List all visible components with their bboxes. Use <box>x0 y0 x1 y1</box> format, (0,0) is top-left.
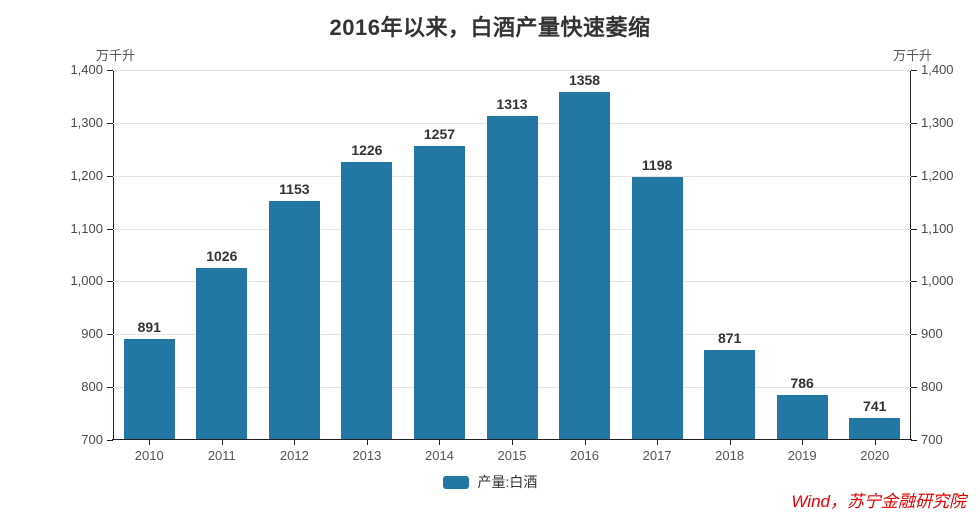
x-axis-tick <box>149 440 151 445</box>
right-axis-unit-label: 万千升 <box>893 48 933 63</box>
x-axis-tick <box>221 440 223 445</box>
x-axis-category-label: 2017 <box>642 448 672 463</box>
x-axis-line <box>112 439 912 440</box>
left-axis-tick-label: 1,200 <box>70 167 103 183</box>
bar-value-label: 891 <box>137 319 161 336</box>
x-axis-category-label: 2015 <box>497 448 527 463</box>
right-axis-tick <box>911 70 917 71</box>
x-axis-category-label: 2011 <box>207 448 236 463</box>
left-axis-tick-label: 1,100 <box>70 220 103 236</box>
source-attribution: Wind，苏宁金融研究院 <box>791 492 966 511</box>
bar-value-label: 1226 <box>351 141 383 158</box>
left-axis-tick-label: 1,300 <box>70 114 103 130</box>
x-axis-tick <box>366 440 368 445</box>
right-axis-tick <box>911 175 917 177</box>
left-axis-tick <box>107 440 113 441</box>
x-axis-category-label: 2020 <box>860 448 890 463</box>
right-axis-tick <box>911 281 917 283</box>
bar <box>849 418 901 439</box>
left-axis-tick <box>107 175 113 177</box>
bar <box>268 200 320 439</box>
left-axis-tick-label: 900 <box>81 326 103 342</box>
x-axis-category-label: 2010 <box>134 448 164 463</box>
right-axis-line <box>910 70 911 440</box>
left-axis-tick <box>107 228 113 230</box>
bar <box>196 267 248 439</box>
right-axis-tick <box>911 387 917 389</box>
right-axis-tick-label: 700 <box>921 432 943 447</box>
left-axis-tick-label: 800 <box>81 379 103 395</box>
right-axis-tick-label: 1,000 <box>921 273 954 289</box>
bar <box>123 339 175 439</box>
gridline <box>113 70 911 71</box>
x-axis-category-label: 2012 <box>279 448 309 463</box>
left-axis-tick <box>107 387 113 389</box>
bar <box>341 161 393 439</box>
bar <box>486 116 538 439</box>
x-axis-category-label: 2016 <box>570 448 599 463</box>
x-axis-tick <box>294 440 296 445</box>
x-axis-tick <box>729 440 731 445</box>
right-axis-tick-label: 1,400 <box>921 62 954 77</box>
bar-value-label: 1313 <box>496 95 528 112</box>
left-axis-line <box>113 70 114 440</box>
left-axis-tick <box>107 70 113 71</box>
bar <box>631 176 683 439</box>
right-axis-tick-label: 800 <box>921 379 943 395</box>
bar-value-label: 1358 <box>568 72 601 89</box>
bar-value-label: 1257 <box>423 125 456 142</box>
right-axis-tick-label: 1,300 <box>921 114 954 130</box>
bar-value-label: 741 <box>863 398 887 415</box>
x-axis-tick <box>512 440 513 445</box>
chart-title: 2016年以来，白酒产量快速萎缩 <box>329 15 651 40</box>
right-axis-tick-label: 900 <box>921 326 943 342</box>
legend: 产量:白酒 <box>0 472 980 492</box>
x-axis-category-label: 2018 <box>715 448 745 463</box>
right-axis-tick <box>911 440 917 441</box>
plot-area: 700 700 800 800 900 900 1,000 1,000 1,100 1,100 1,… <box>70 62 953 463</box>
x-axis-tick <box>439 440 441 445</box>
bar-value-label: 786 <box>790 374 814 391</box>
left-axis-tick <box>107 334 113 336</box>
left-axis-tick-label: 700 <box>81 432 103 447</box>
left-axis-tick-label: 1,000 <box>70 273 103 289</box>
right-axis-tick <box>911 228 917 230</box>
x-axis-tick <box>802 440 804 445</box>
left-axis-tick-label: 1,400 <box>70 62 103 77</box>
x-axis-tick <box>874 440 876 445</box>
bar-value-label: 1198 <box>641 156 673 173</box>
x-axis-category-label: 2019 <box>787 448 817 463</box>
bar-value-label: 1153 <box>279 180 310 197</box>
bar-value-label: 1026 <box>206 247 238 264</box>
legend-item-label[interactable]: 产量:白酒 <box>477 474 538 490</box>
left-axis-tick <box>107 122 113 124</box>
left-axis-tick <box>107 281 113 283</box>
x-axis-category-label: 2013 <box>352 448 382 463</box>
left-axis-unit-label: 万千升 <box>95 48 135 63</box>
bar <box>413 145 465 439</box>
bar <box>704 349 756 439</box>
right-axis-tick <box>911 334 917 336</box>
bar <box>559 92 611 439</box>
x-axis-tick <box>657 440 659 445</box>
x-axis-tick <box>584 440 586 445</box>
right-axis-tick <box>911 122 917 124</box>
legend-color-swatch-icon[interactable] <box>442 475 469 489</box>
bar <box>776 394 828 439</box>
right-axis-tick-label: 1,200 <box>921 167 954 183</box>
bar-value-label: 871 <box>717 329 742 346</box>
x-axis-category-label: 2014 <box>424 448 454 463</box>
right-axis-tick-label: 1,100 <box>921 220 954 236</box>
